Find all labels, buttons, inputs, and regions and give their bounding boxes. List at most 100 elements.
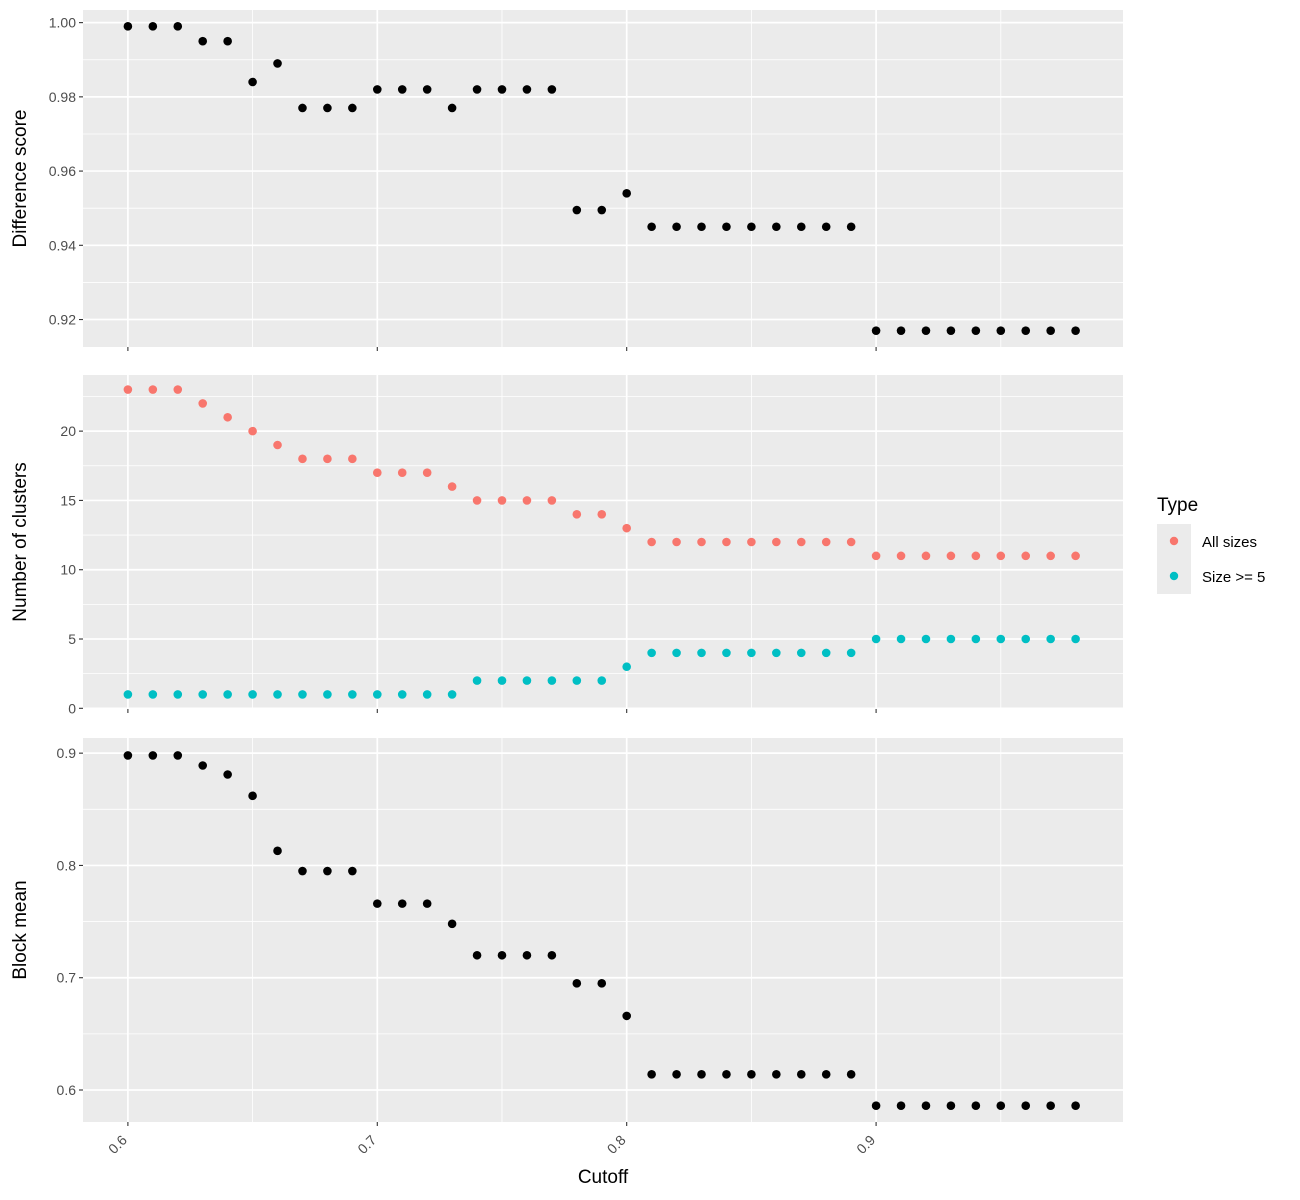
data-point (896, 634, 906, 644)
data-point (796, 1069, 806, 1079)
data-point (372, 690, 382, 699)
data-point (123, 22, 133, 31)
legend-key-all-sizes (1169, 536, 1179, 546)
data-point (572, 979, 582, 988)
data-point (422, 468, 432, 478)
data-point (298, 454, 307, 464)
data-point (422, 85, 432, 94)
data-point (697, 648, 706, 658)
data-point (472, 950, 482, 960)
data-point (123, 690, 133, 699)
data-point (298, 103, 307, 113)
data-point (697, 537, 706, 547)
data-point (348, 866, 357, 876)
data-point (422, 690, 432, 699)
data-point (198, 36, 208, 46)
data-point (672, 648, 681, 658)
data-point (1071, 1101, 1080, 1111)
data-point (348, 454, 357, 464)
data-point (223, 770, 232, 779)
data-point (996, 551, 1006, 561)
data-point (522, 950, 532, 960)
data-point (597, 676, 607, 685)
y-tick-label: 0.6 (57, 1082, 77, 1098)
data-point (871, 634, 881, 644)
legend-key-size-ge-5 (1169, 571, 1179, 581)
data-point (572, 205, 582, 215)
data-point (647, 1069, 656, 1079)
data-point (871, 1101, 881, 1111)
data-point (522, 676, 532, 685)
data-point (996, 326, 1006, 335)
series-1 (123, 751, 1080, 1111)
data-point (447, 103, 457, 113)
panel-background (83, 10, 1123, 347)
data-point (397, 899, 407, 908)
x-tick-label: 0.7 (354, 1132, 379, 1157)
data-point (198, 399, 208, 408)
y-tick-label: 0.98 (49, 89, 76, 105)
data-point (447, 690, 457, 699)
data-point (472, 676, 482, 685)
data-point (747, 222, 756, 232)
data-point (622, 523, 631, 533)
data-point (1021, 1101, 1031, 1111)
data-point (273, 690, 282, 699)
data-point (622, 662, 631, 672)
panels: 0.92 0.94 0.96 0.98 1.00 Difference score 0 5 10… (10, 10, 1123, 1126)
data-point (672, 537, 681, 547)
data-point (522, 496, 532, 505)
data-point (273, 440, 282, 450)
data-point (472, 85, 482, 94)
data-point (622, 1011, 631, 1021)
data-point (323, 866, 332, 876)
data-point (796, 537, 806, 547)
data-point (248, 77, 257, 87)
data-point (572, 509, 582, 519)
data-point (397, 85, 407, 94)
y-tick-label: 0.94 (49, 237, 76, 253)
data-point (946, 326, 956, 335)
data-point (747, 537, 756, 547)
data-point (348, 103, 357, 113)
data-point (622, 189, 631, 198)
data-point (921, 1101, 931, 1111)
data-point (946, 634, 956, 644)
data-point (298, 866, 307, 876)
data-point (397, 468, 407, 478)
data-point (597, 979, 607, 988)
data-point (248, 690, 257, 699)
data-point (173, 690, 183, 699)
data-point (372, 85, 382, 94)
data-point (772, 222, 781, 232)
data-point (1046, 551, 1055, 561)
panel-3: 0.6 0.7 0.8 0.9 Block mean (10, 738, 1123, 1126)
data-point (148, 751, 158, 760)
data-point (1071, 326, 1080, 335)
y-tick-label: 0.7 (57, 970, 77, 986)
legend-title: Type (1157, 495, 1198, 516)
data-point (173, 751, 183, 760)
legend-key-background (1157, 524, 1191, 594)
data-point (896, 326, 906, 335)
y-tick-label: 10 (60, 562, 76, 578)
data-point (846, 222, 856, 232)
data-point (821, 222, 831, 232)
data-point (971, 634, 981, 644)
data-point (896, 1101, 906, 1111)
legend-label-size-ge-5: Size >= 5 (1202, 569, 1265, 586)
data-point (697, 222, 706, 232)
data-point (821, 648, 831, 658)
data-point (971, 1101, 981, 1111)
data-point (148, 22, 158, 31)
data-point (323, 103, 332, 113)
legend: Type All sizes Size >= 5 (1157, 495, 1265, 594)
panel-1: 0.92 0.94 0.96 0.98 1.00 Difference score (10, 10, 1123, 351)
x-tick-label: 0.9 (853, 1132, 878, 1157)
data-point (597, 509, 607, 519)
data-point (123, 385, 133, 394)
data-point (747, 1069, 756, 1079)
y-axis-title: Number of clusters (10, 462, 31, 621)
data-point (547, 950, 557, 960)
